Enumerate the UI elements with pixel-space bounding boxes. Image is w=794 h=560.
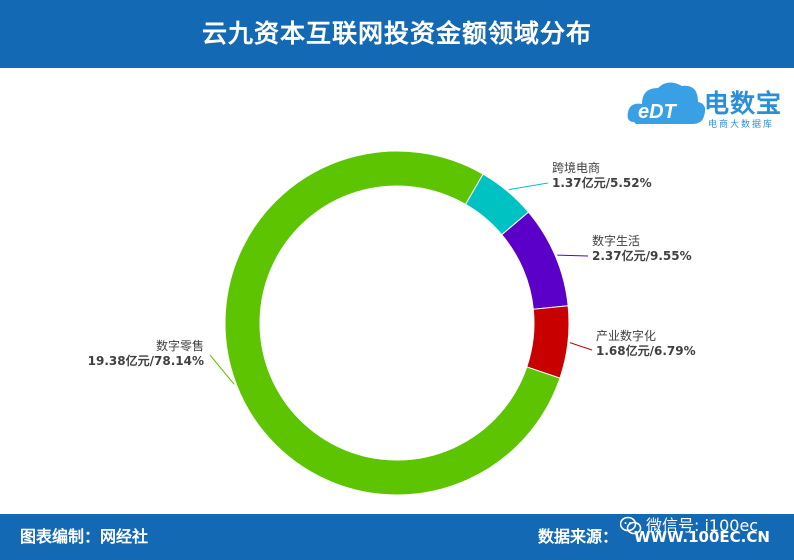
label-name-cross-border-ecommerce: 跨境电商 — [552, 160, 600, 175]
compiled-by: 图表编制：网经社 — [20, 527, 149, 546]
logo-mark: eDT — [638, 101, 678, 123]
slice-digital-life — [501, 211, 569, 310]
label-name-industrial-digitalization: 产业数字化 — [596, 328, 656, 343]
footer-bar: 图表编制：网经社 数据来源： WWW.100EC.CN — [0, 514, 794, 560]
source-label: 数据来源： — [538, 527, 619, 546]
label-value-cross-border-ecommerce: 1.37亿元/5.52% — [552, 175, 652, 190]
donut-slices — [224, 150, 570, 496]
leader-line-industrial-digitalization — [569, 342, 593, 351]
wechat-icon — [620, 516, 642, 535]
label-value-industrial-digitalization: 1.68亿元/6.79% — [596, 343, 696, 358]
wechat-watermark: 微信号: i100ec — [620, 514, 758, 538]
logo-name: 电数宝 — [704, 89, 783, 118]
header-bar: 云九资本互联网投资金额领域分布 — [0, 0, 794, 68]
chart-title: 云九资本互联网投资金额领域分布 — [201, 19, 592, 48]
leader-line-cross-border-ecommerce — [508, 182, 549, 191]
source-url: WWW.100EC.CN — [634, 528, 770, 546]
leader-lines — [209, 182, 593, 385]
slice-industrial-digitalization — [526, 305, 570, 379]
leader-line-digital-retail — [209, 354, 235, 385]
label-value-digital-life: 2.37亿元/9.55% — [592, 248, 692, 263]
logo: eDT 电数宝 电商大数据库 — [626, 72, 794, 136]
logo-tagline: 电商大数据库 — [708, 120, 775, 130]
label-name-digital-life: 数字生活 — [592, 233, 640, 248]
slice-digital-retail — [224, 150, 561, 496]
leader-line-digital-life — [557, 254, 589, 257]
label-value-digital-retail: 19.38亿元/78.14% — [88, 353, 204, 368]
label-name-digital-retail: 数字零售 — [156, 338, 204, 353]
cloud-logo-icon: eDT — [627, 82, 706, 124]
wechat-id: 微信号: i100ec — [646, 516, 759, 535]
